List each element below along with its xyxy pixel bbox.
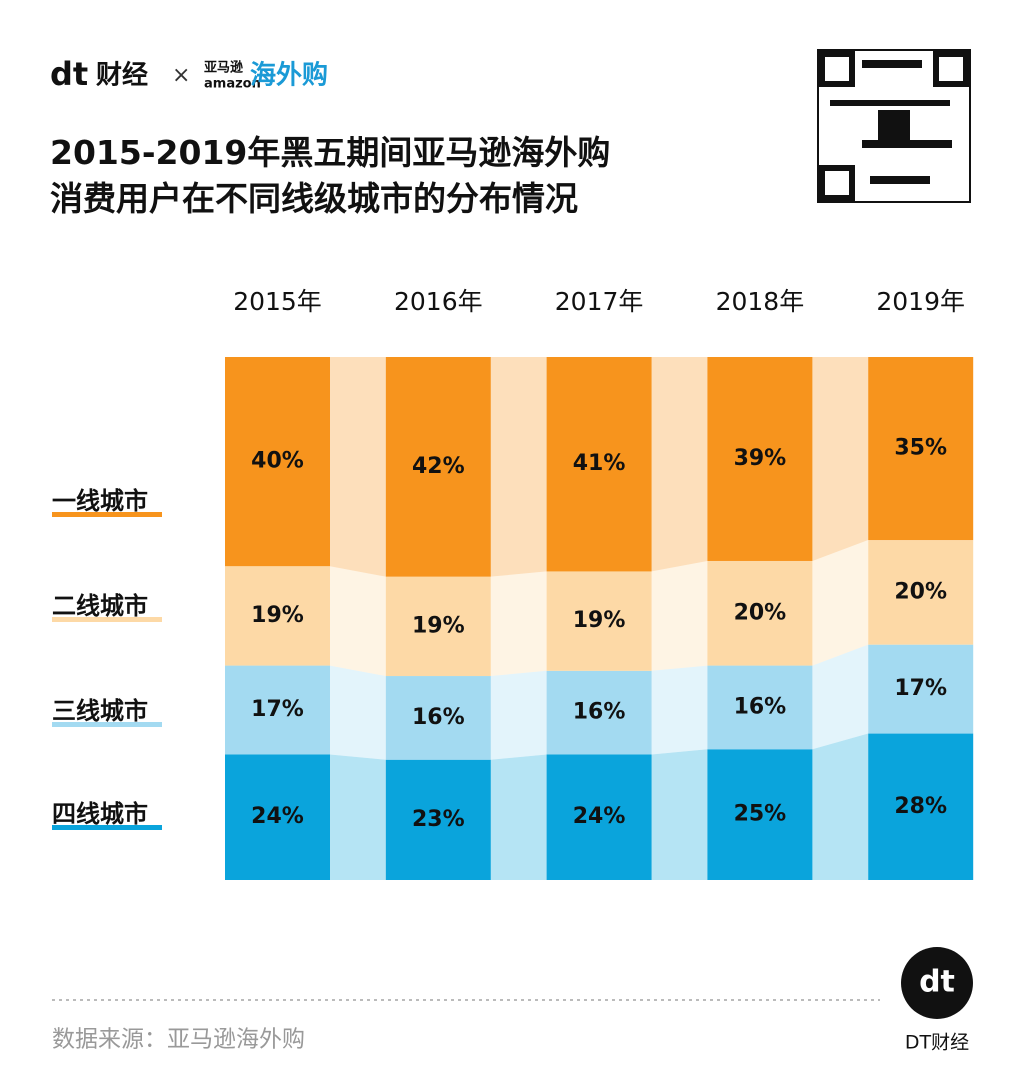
bar-segment <box>225 665 330 755</box>
footer-logo <box>901 947 973 1019</box>
flow-band <box>812 644 869 750</box>
legend-label: 四线城市 <box>52 800 148 828</box>
x-tick-label: 2019年 <box>876 287 965 316</box>
value-label: 40% <box>251 449 304 474</box>
value-label: 35% <box>894 436 947 461</box>
x-tick-label: 2016年 <box>394 287 483 316</box>
flow-band <box>651 560 708 671</box>
cross: × <box>172 63 190 88</box>
flow-band <box>330 754 386 880</box>
value-label: 17% <box>251 697 304 722</box>
flow-band <box>651 665 708 755</box>
footer-brand: DT财经 <box>905 1032 969 1054</box>
value-label: 16% <box>573 700 626 725</box>
x-tick-label: 2017年 <box>555 287 644 316</box>
value-label: 24% <box>573 804 626 829</box>
source: 数据来源：亚马逊海外购 <box>52 1027 305 1053</box>
value-label: 16% <box>734 694 787 719</box>
logo: dt <box>50 55 88 93</box>
flow-band <box>490 670 547 760</box>
legend-label: 三线城市 <box>52 697 148 725</box>
bar-segment <box>707 560 813 666</box>
flow-band <box>330 357 386 577</box>
value-label: 20% <box>894 579 947 604</box>
flow-band <box>812 357 869 561</box>
flow-band <box>330 665 386 760</box>
bar-segment <box>225 357 330 567</box>
value-label: 41% <box>573 451 626 476</box>
flow-band <box>651 749 708 880</box>
chart-title: 2015-2019年黑五期间亚马逊海外购 消费用户在不同线级城市的分布情况 <box>50 133 611 218</box>
legend-underline <box>52 512 162 517</box>
bar-segment <box>707 357 813 561</box>
legend-underline <box>52 722 162 727</box>
bar-segment <box>225 566 330 666</box>
bar-segment <box>385 759 491 880</box>
bar-segment <box>546 670 652 755</box>
bar-segment <box>707 665 813 750</box>
bar-segment <box>868 733 974 880</box>
value-label: 19% <box>573 608 626 633</box>
bar-segment <box>546 571 652 671</box>
footer-mark: dt <box>919 965 955 1000</box>
bar-segment <box>546 357 652 572</box>
bar-segment <box>707 749 813 880</box>
bar-segment <box>546 754 652 880</box>
bar-segment <box>868 357 974 541</box>
x-tick-label: 2015年 <box>233 287 322 316</box>
legend-label: 二线城市 <box>52 592 148 620</box>
flow-band <box>490 754 547 880</box>
legend-underline <box>52 617 162 622</box>
value-label: 28% <box>894 794 947 819</box>
logo-suffix: 财经 <box>96 60 148 91</box>
legend-underline <box>52 825 162 830</box>
legend-label: 一线城市 <box>52 487 148 515</box>
bar-segment <box>385 676 491 760</box>
partner-en: amazon <box>204 77 261 92</box>
value-label: 24% <box>251 804 304 829</box>
flow-band <box>651 357 708 572</box>
flow-band <box>490 571 547 677</box>
value-label: 19% <box>251 603 304 628</box>
x-tick-label: 2018年 <box>716 287 805 316</box>
bar-segment <box>385 357 491 577</box>
flow-band <box>812 540 869 666</box>
partner-cn: 亚马逊 <box>204 61 243 76</box>
value-label: 23% <box>412 807 465 832</box>
partner-name: 海外购 <box>250 61 328 91</box>
value-label: 42% <box>412 454 465 479</box>
bar-segment <box>868 540 974 645</box>
value-label: 25% <box>734 802 787 827</box>
bar-segment <box>225 754 330 880</box>
qr-code <box>817 49 971 203</box>
value-label: 19% <box>412 613 465 638</box>
flow-band <box>490 357 547 577</box>
value-label: 17% <box>894 676 947 701</box>
value-label: 20% <box>734 600 787 625</box>
flow-band <box>330 566 386 677</box>
value-label: 16% <box>412 705 465 730</box>
bar-segment <box>868 644 974 734</box>
flow-band <box>812 733 869 880</box>
value-label: 39% <box>734 446 787 471</box>
bar-segment <box>385 576 491 677</box>
